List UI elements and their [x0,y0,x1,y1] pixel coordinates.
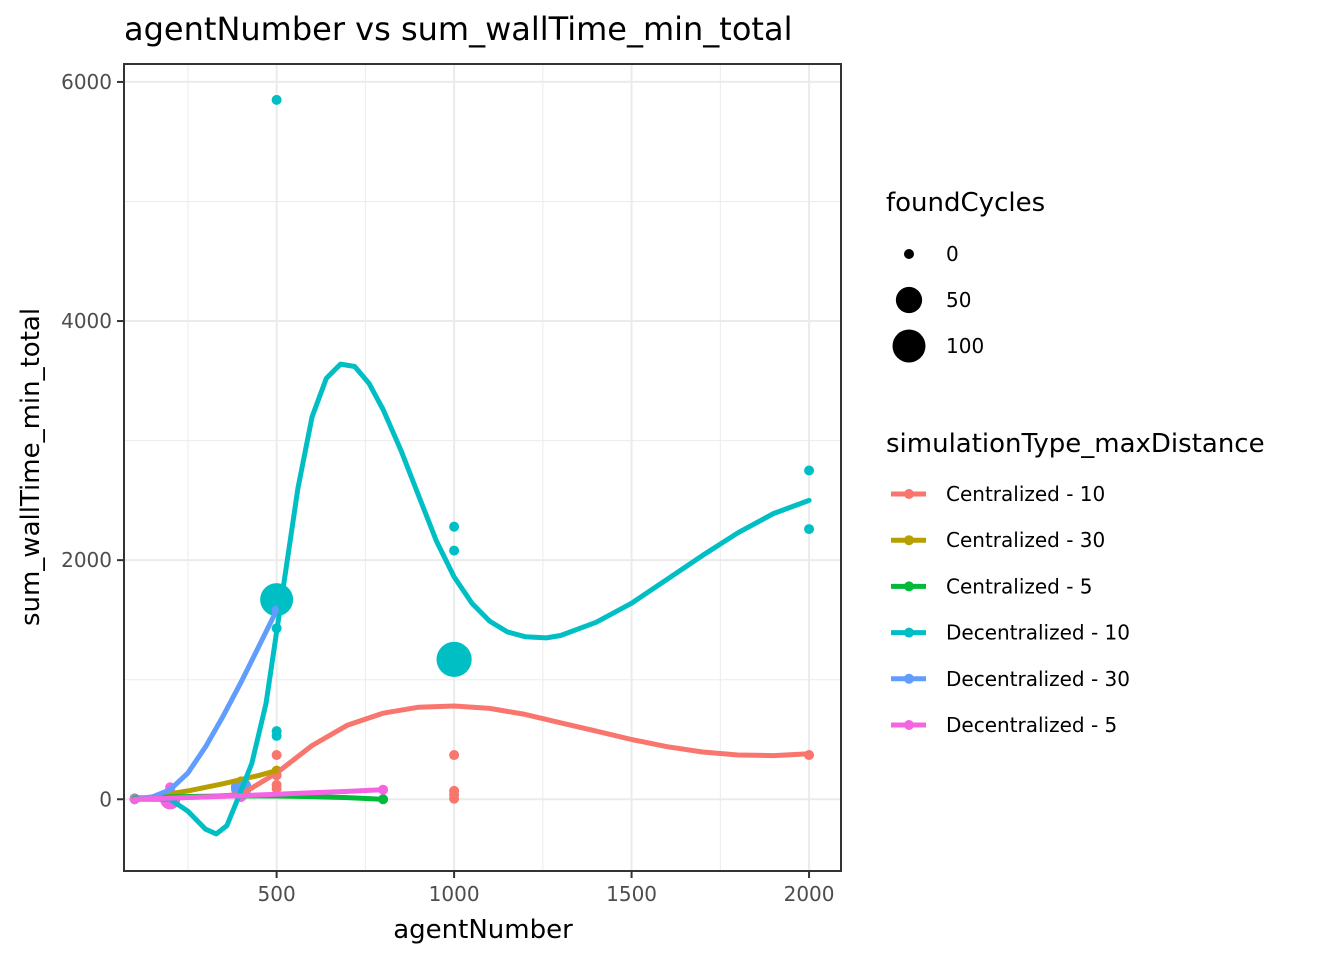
panel-border [123,63,842,872]
x-axis-title: agentNumber [393,915,573,945]
size-legend: foundCycles 0 50 100 [886,188,1045,363]
x-tick-label: 500 [258,882,296,906]
chart-title: agentNumber vs sum_wallTime_min_total [124,10,792,48]
y-tick-label: 6000 [61,70,112,94]
size-legend-label: 100 [946,334,984,358]
size-legend-title: foundCycles [886,188,1045,218]
x-tick-label: 1500 [606,882,657,906]
color-legend-label: Centralized - 30 [946,528,1105,552]
color-legend: simulationType_maxDistance Centralized -… [886,429,1265,737]
data-point [449,521,460,532]
panel-background [124,64,841,871]
color-legend-label: Decentralized - 30 [946,667,1130,691]
plot-panel: 500 1000 1500 2000 0 2000 4000 6000 [61,63,842,906]
data-point [436,641,472,677]
smooth-line [132,607,280,802]
smooth-line [132,787,386,802]
data-point [804,524,815,535]
color-legend-key-point [904,720,914,730]
data-point [271,94,282,105]
size-legend-label: 0 [946,242,959,266]
data-point [271,783,282,794]
color-legend-key-point [904,673,914,684]
size-legend-label: 50 [946,288,971,312]
color-legend-title: simulationType_maxDistance [886,429,1265,459]
y-tick-label: 2000 [61,548,112,572]
color-legend-key-point [904,489,914,499]
data-point [449,793,460,804]
y-axis-title: sum_wallTime_min_total [16,308,46,626]
data-point [271,730,282,741]
color-legend-key-point [904,627,914,638]
data-point [804,465,815,476]
x-tick-label: 2000 [784,882,835,906]
color-legend-label: Centralized - 10 [946,482,1105,506]
color-legend-key-point [904,535,914,546]
color-legend-label: Decentralized - 5 [946,713,1117,737]
smooth-line [132,361,812,837]
color-legend-label: Decentralized - 10 [946,621,1130,645]
y-tick-label: 0 [99,787,112,811]
size-legend-key [904,249,914,259]
data-point [449,750,460,761]
size-legend-key [892,329,926,363]
size-legend-key [895,286,923,314]
x-tick-label: 1000 [429,882,480,906]
y-tick-label: 4000 [61,309,112,333]
data-point [449,545,460,556]
data-point [271,750,282,761]
color-legend-key-point [904,581,914,592]
color-legend-label: Centralized - 5 [946,574,1093,598]
